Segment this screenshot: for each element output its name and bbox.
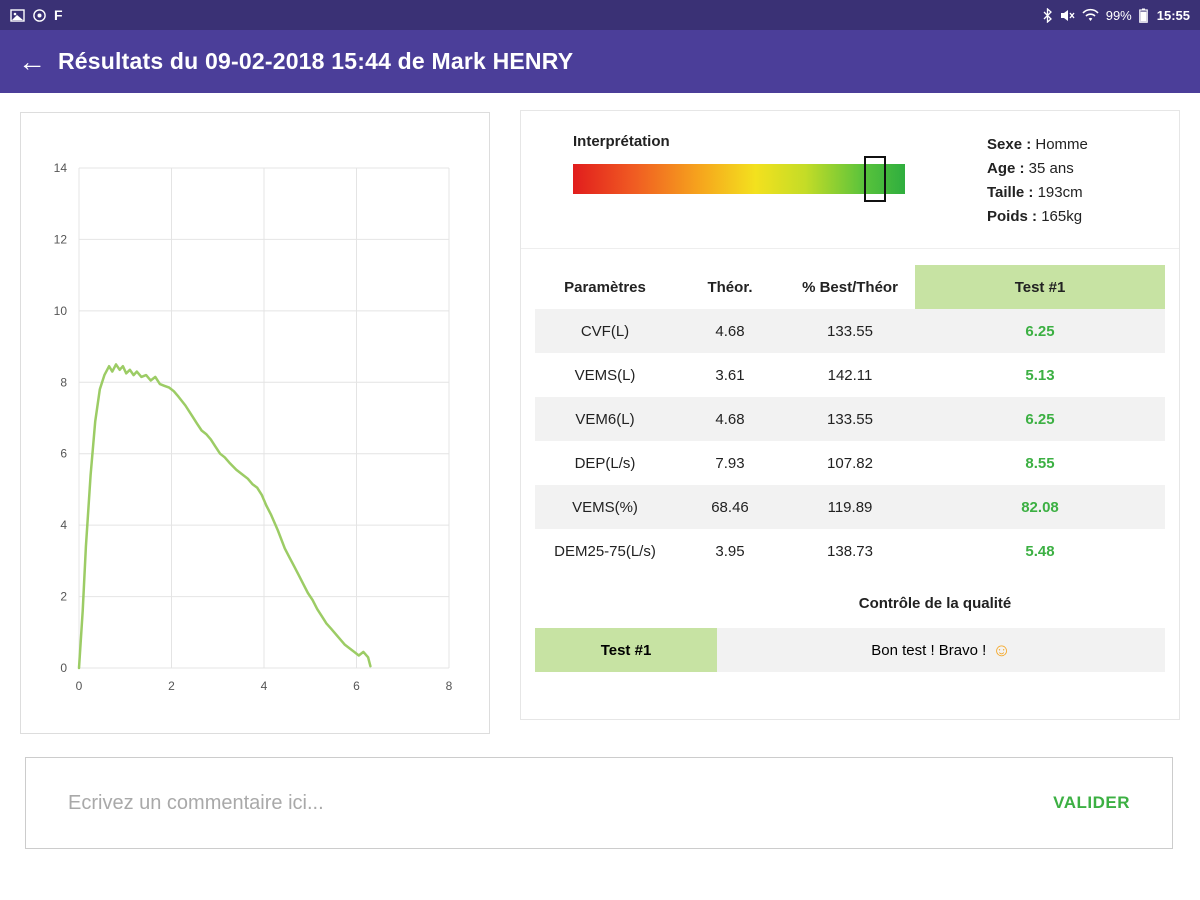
header-theor: Théor. <box>707 278 753 296</box>
cell-param: VEM6(L) <box>575 410 635 428</box>
interpretation-box: Interprétation <box>573 133 905 248</box>
cell-best: 119.89 <box>827 498 873 516</box>
cell-test1: 6.25 <box>1025 410 1055 428</box>
cell-test1: 6.25 <box>1025 322 1055 340</box>
results-table: Paramètres Théor. % Best/Théor Test #1 C… <box>521 265 1179 573</box>
cell-param: CVF(L) <box>580 322 630 340</box>
interpretation-section: Interprétation Sexe : Homme Age : 35 ans… <box>521 111 1179 249</box>
header-best-theor: % Best/Théor <box>802 278 898 296</box>
cell-theor: 3.61 <box>715 366 745 384</box>
table-row: CVF(L) 4.68 133.55 6.25 <box>535 309 1165 353</box>
tab-test-1[interactable]: Test #1 <box>915 265 1165 309</box>
cell-best: 133.55 <box>827 410 873 428</box>
back-button[interactable]: ← <box>18 45 46 77</box>
patient-height: Taille : 193cm <box>987 184 1083 201</box>
cell-test1: 5.13 <box>1025 366 1055 384</box>
svg-text:2: 2 <box>60 590 67 604</box>
table-row: VEMS(L) 3.61 142.11 5.13 <box>535 353 1165 397</box>
smiley-icon: ☺ <box>992 639 1011 660</box>
quality-control-row: Test #1 Bon test ! Bravo ! ☺ <box>535 628 1165 672</box>
svg-text:6: 6 <box>353 679 360 693</box>
svg-text:12: 12 <box>54 232 68 246</box>
cell-test1: 5.48 <box>1025 542 1055 560</box>
svg-text:8: 8 <box>60 375 67 389</box>
svg-text:8: 8 <box>446 679 453 693</box>
cell-theor: 4.68 <box>715 410 745 428</box>
cell-best: 107.82 <box>827 454 873 472</box>
patient-age: Age : 35 ans <box>987 160 1074 177</box>
patient-info: Sexe : Homme Age : 35 ans Taille : 193cm… <box>987 133 1179 248</box>
table-row: VEM6(L) 4.68 133.55 6.25 <box>535 397 1165 441</box>
interpretation-label: Interprétation <box>573 133 670 150</box>
svg-text:4: 4 <box>60 518 67 532</box>
spirometry-curve: 0 2 4 6 8 10 12 14 0 2 4 6 8 <box>54 161 453 693</box>
table-header-row: Paramètres Théor. % Best/Théor Test #1 <box>535 265 1165 309</box>
bluetooth-icon <box>1042 7 1053 23</box>
quality-test-label: Test #1 <box>535 628 717 672</box>
interpretation-scale <box>573 156 905 202</box>
svg-text:0: 0 <box>76 679 83 693</box>
quality-message: Bon test ! Bravo ! ☺ <box>717 628 1165 672</box>
cell-test1: 8.55 <box>1025 454 1055 472</box>
cell-param: VEMS(%) <box>572 498 638 516</box>
cell-param: VEMS(L) <box>574 366 636 384</box>
cell-best: 133.55 <box>827 322 873 340</box>
table-row: VEMS(%) 68.46 119.89 82.08 <box>535 485 1165 529</box>
patient-weight: Poids : 165kg <box>987 208 1083 225</box>
svg-text:2: 2 <box>168 679 175 693</box>
cell-theor: 4.68 <box>715 322 745 340</box>
svg-text:6: 6 <box>60 447 67 461</box>
cell-theor: 68.46 <box>711 498 749 516</box>
results-panel: Interprétation Sexe : Homme Age : 35 ans… <box>520 110 1180 720</box>
f-notification-icon: F <box>54 7 63 23</box>
wifi-icon <box>1082 8 1099 22</box>
comment-input[interactable] <box>68 791 1054 815</box>
status-bar-left: F <box>10 7 63 23</box>
cell-theor: 7.93 <box>715 454 745 472</box>
patient-sex: Sexe : Homme <box>987 136 1088 153</box>
header-parametres: Paramètres <box>564 278 646 296</box>
cell-param: DEM25-75(L/s) <box>554 542 656 560</box>
table-row: DEP(L/s) 7.93 107.82 8.55 <box>535 441 1165 485</box>
svg-text:4: 4 <box>261 679 268 693</box>
cell-test1: 82.08 <box>1021 498 1059 516</box>
svg-text:10: 10 <box>54 304 68 318</box>
app-bar: ← Résultats du 09-02-2018 15:44 de Mark … <box>0 30 1200 93</box>
clock: 15:55 <box>1156 7 1190 23</box>
valider-button[interactable]: VALIDER <box>1053 793 1130 812</box>
mute-icon <box>1060 8 1075 23</box>
interpretation-marker <box>864 156 887 202</box>
table-row: DEM25-75(L/s) 3.95 138.73 5.48 <box>535 529 1165 573</box>
quality-control-title: Contrôle de la qualité <box>858 595 1012 612</box>
cell-theor: 3.95 <box>715 542 745 560</box>
cell-best: 138.73 <box>827 542 873 560</box>
screenshot-icon <box>10 8 25 23</box>
cell-best: 142.11 <box>827 366 873 384</box>
flow-curve-chart: 0 2 4 6 8 10 12 14 0 2 4 6 8 <box>20 112 490 734</box>
interpretation-gradient-bar <box>573 164 905 194</box>
status-bar: F 99% 15:55 <box>0 0 1200 30</box>
svg-text:14: 14 <box>54 161 68 175</box>
battery-icon <box>1138 8 1148 23</box>
status-bar-right: 99% 15:55 <box>1042 7 1190 23</box>
battery-percent: 99% <box>1105 7 1132 23</box>
cell-param: DEP(L/s) <box>574 454 636 472</box>
comment-bar: VALIDER <box>25 757 1173 849</box>
svg-text:0: 0 <box>60 661 67 675</box>
page-title: Résultats du 09-02-2018 15:44 de Mark HE… <box>58 48 574 74</box>
app-notification-icon <box>32 8 47 23</box>
